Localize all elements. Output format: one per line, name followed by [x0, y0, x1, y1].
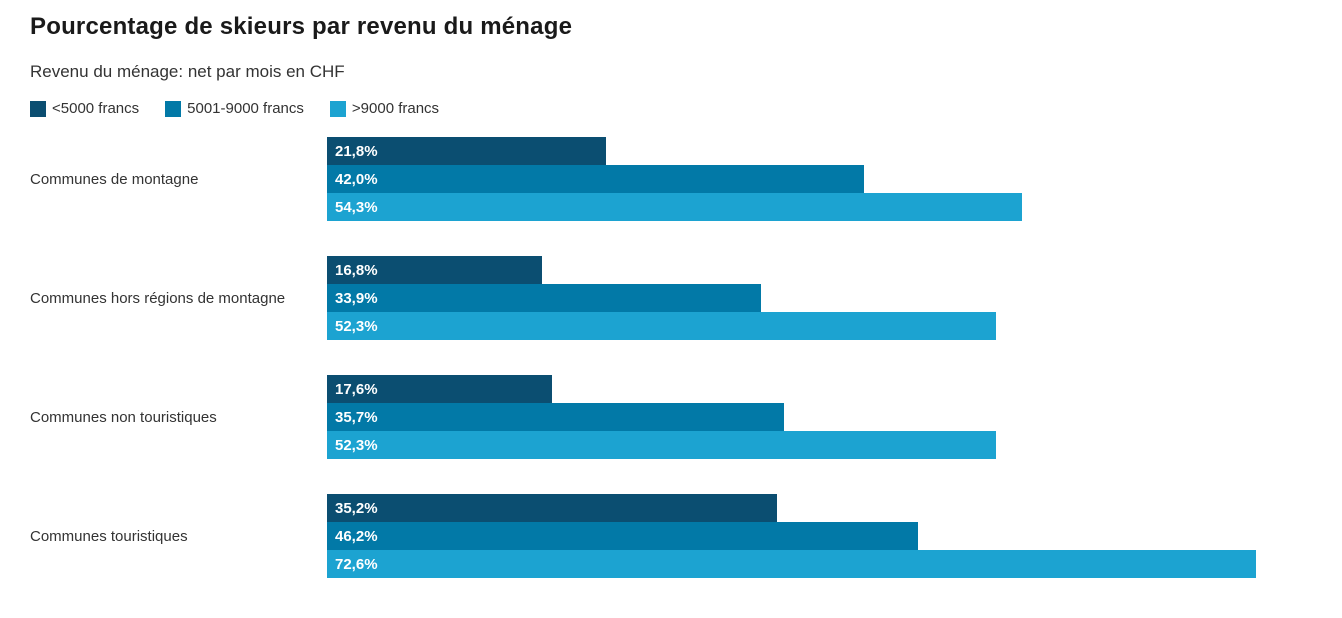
category-row: Communes touristiques 35,2% 46,2% 72,6%: [30, 494, 1312, 578]
bar-group: 21,8% 42,0% 54,3%: [327, 137, 1256, 221]
bar-value-label: 16,8%: [335, 261, 378, 279]
legend-label: 5001-9000 francs: [187, 100, 304, 117]
legend-swatch: [165, 100, 182, 117]
category-label: Communes hors régions de montagne: [30, 289, 286, 307]
category-label: Communes non touristiques: [30, 408, 217, 426]
legend: <5000 francs 5001-9000 francs >9000 francs: [30, 100, 1312, 117]
bar-groups: Communes de montagne 21,8% 42,0% 54,3% Commu…: [30, 137, 1312, 578]
bar: 72,6%: [327, 550, 1256, 578]
legend-label: <5000 francs: [52, 100, 140, 117]
bar: 35,2%: [327, 494, 778, 522]
bar: 52,3%: [327, 431, 997, 459]
bar: 52,3%: [327, 312, 997, 340]
category-label: Communes de montagne: [30, 170, 199, 188]
bar-group: 16,8% 33,9% 52,3%: [327, 256, 1256, 340]
legend-swatch: [329, 100, 346, 117]
bar-value-label: 42,0%: [335, 170, 378, 188]
legend-label: >9000 francs: [351, 100, 440, 117]
chart-title: Pourcentage de skieurs par revenu du mén…: [30, 13, 573, 40]
bar-value-label: 46,2%: [335, 527, 378, 545]
bar: 35,7%: [327, 403, 784, 431]
category-label: Communes touristiques: [30, 527, 188, 545]
bar: 46,2%: [327, 522, 919, 550]
bar-value-label: 33,9%: [335, 289, 378, 307]
bar-group: 35,2% 46,2% 72,6%: [327, 494, 1256, 578]
bar-value-label: 35,7%: [335, 408, 378, 426]
bar: 17,6%: [327, 375, 553, 403]
legend-item: 5001-9000 francs: [165, 100, 304, 117]
category-row: Communes hors régions de montagne 16,8% 33…: [30, 256, 1312, 340]
bar-value-label: 52,3%: [335, 317, 378, 335]
category-row: Communes non touristiques 17,6% 35,7% 52,3%: [30, 375, 1312, 459]
legend-swatch: [30, 100, 46, 117]
bar: 16,8%: [327, 256, 542, 284]
bar-group: 17,6% 35,7% 52,3%: [327, 375, 1256, 459]
bar-value-label: 54,3%: [335, 198, 378, 216]
bar-value-label: 52,3%: [335, 436, 378, 454]
legend-item: <5000 francs: [30, 100, 139, 117]
bar-value-label: 35,2%: [335, 499, 378, 517]
bar: 33,9%: [327, 284, 761, 312]
bar: 42,0%: [327, 165, 865, 193]
bar-value-label: 72,6%: [335, 555, 378, 573]
category-row: Communes de montagne 21,8% 42,0% 54,3%: [30, 137, 1312, 221]
bar: 54,3%: [327, 193, 1022, 221]
bar-value-label: 17,6%: [335, 380, 378, 398]
legend-item: >9000 francs: [329, 100, 440, 117]
bar-value-label: 21,8%: [335, 142, 378, 160]
chart-subtitle: Revenu du ménage: net par mois en CHF: [30, 62, 345, 81]
bar: 21,8%: [327, 137, 606, 165]
